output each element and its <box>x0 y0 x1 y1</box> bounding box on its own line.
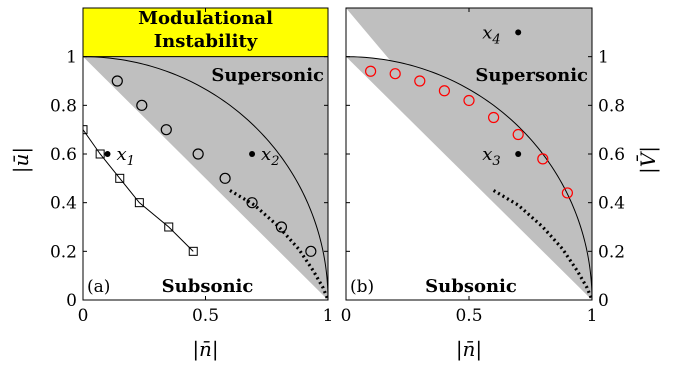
dotted-line <box>229 189 328 300</box>
point-x4 <box>515 29 522 36</box>
series-dotted-line <box>229 189 328 300</box>
instability-label-line2: Instability <box>154 31 258 52</box>
y-tick-label: 0.2 <box>50 242 77 262</box>
point-label-x2: x2 <box>261 144 279 169</box>
point-label-x3: x3 <box>482 144 500 169</box>
panel-label: (b) <box>350 277 374 297</box>
point-x1 <box>104 151 111 157</box>
y-tick-label: 1 <box>66 48 77 68</box>
supersonic-label: Supersonic <box>211 65 324 86</box>
square-marker <box>134 198 144 208</box>
square-marker <box>115 173 125 183</box>
x-tick-label: 0 <box>78 306 89 326</box>
circle-marker <box>111 75 123 87</box>
square-marker <box>164 222 174 232</box>
subsonic-label: Subsonic <box>162 276 254 297</box>
point-x2 <box>249 151 256 157</box>
panel-label: (a) <box>87 277 110 297</box>
circle-marker <box>414 75 426 87</box>
circle-marker <box>365 65 377 77</box>
circle-marker <box>463 94 475 107</box>
x-tick-label: 0.5 <box>455 306 482 326</box>
series-square-line <box>83 125 198 256</box>
y-tick-label: 1 <box>598 48 609 68</box>
circle-marker <box>136 99 148 111</box>
y-tick-label: 0.4 <box>598 194 625 214</box>
circle-marker <box>160 124 172 136</box>
x-tick-label: 0 <box>341 306 352 326</box>
plot-area <box>346 8 592 300</box>
circle-marker <box>275 221 288 233</box>
circle-marker <box>561 187 574 199</box>
supersonic-label: Supersonic <box>475 65 588 86</box>
x-axis-label: |n̄| <box>456 337 482 362</box>
circle-marker <box>219 172 231 184</box>
y-axis-label: |ū| <box>9 147 34 173</box>
plot-area <box>83 8 328 300</box>
x-tick-label: 1 <box>323 306 334 326</box>
y-axis-label: |V̄| <box>635 146 661 174</box>
y-tick-label: 0.8 <box>598 96 625 116</box>
x-axis-label: |n̄| <box>192 337 218 362</box>
subsonic-label: Subsonic <box>425 276 517 297</box>
y-tick-label: 0 <box>598 291 609 311</box>
instability-label-line1: Modulational <box>138 8 273 29</box>
square-marker <box>95 149 105 159</box>
series-circle-open <box>111 75 317 257</box>
sonic-boundary-curve <box>346 56 592 300</box>
circle-marker <box>192 148 204 160</box>
circle-marker <box>512 128 524 141</box>
y-tick-label: 0.8 <box>50 96 77 116</box>
circle-marker <box>537 153 549 165</box>
x-tick-label: 0.5 <box>192 306 219 326</box>
series-circle-open <box>365 65 574 199</box>
y-tick-label: 0.2 <box>598 242 625 262</box>
sonic-boundary-curve <box>83 56 328 300</box>
x-tick-label: 1 <box>587 306 598 326</box>
y-tick-label: 0.6 <box>50 145 77 165</box>
circle-marker <box>246 197 258 209</box>
supersonic-region <box>346 8 592 300</box>
y-tick-label: 0.4 <box>50 194 77 214</box>
square-marker <box>83 125 88 135</box>
circle-marker <box>488 111 500 124</box>
point-label-x1: x1 <box>117 144 135 169</box>
circle-marker <box>305 245 317 257</box>
point-label-x4: x4 <box>482 22 500 47</box>
circle-marker <box>389 68 401 80</box>
dotted-line <box>492 189 592 300</box>
supersonic-region <box>83 56 328 300</box>
series-dotted-line <box>492 189 592 300</box>
circle-marker <box>438 85 450 97</box>
y-tick-label: 0.6 <box>598 145 625 165</box>
y-tick-label: 0 <box>66 291 77 311</box>
point-x3 <box>515 151 522 157</box>
instability-band <box>83 8 328 57</box>
square-marker <box>188 246 198 256</box>
